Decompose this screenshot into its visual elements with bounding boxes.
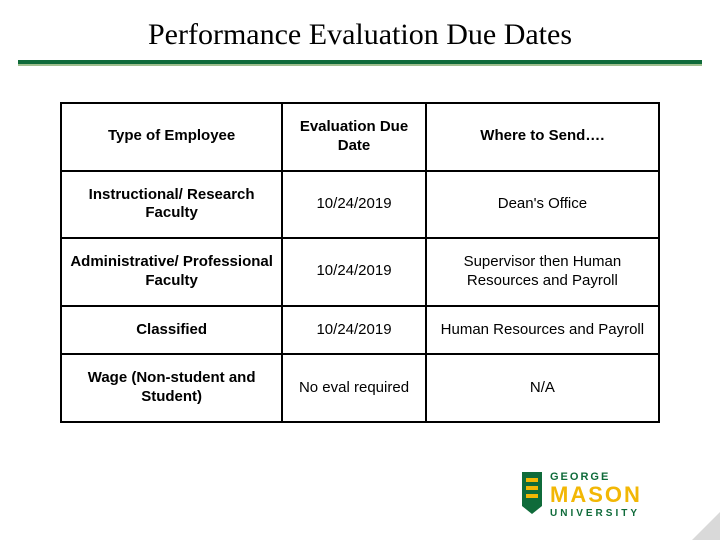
col-header-where: Where to Send….: [426, 103, 659, 171]
cell-where: Supervisor then Human Resources and Payr…: [426, 238, 659, 306]
cell-where: Human Resources and Payroll: [426, 306, 659, 355]
cell-due: 10/24/2019: [282, 171, 426, 239]
cell-due: 10/24/2019: [282, 238, 426, 306]
due-dates-table: Type of Employee Evaluation Due Date Whe…: [60, 102, 660, 423]
corner-fold-icon: [692, 512, 720, 540]
cell-due: 10/24/2019: [282, 306, 426, 355]
cell-where: N/A: [426, 354, 659, 422]
logo-mason: MASON: [550, 482, 642, 507]
table-row: Instructional/ Research Faculty 10/24/20…: [61, 171, 659, 239]
col-header-employee: Type of Employee: [61, 103, 282, 171]
cell-employee: Classified: [61, 306, 282, 355]
table-row: Classified 10/24/2019 Human Resources an…: [61, 306, 659, 355]
table-container: Type of Employee Evaluation Due Date Whe…: [0, 66, 720, 423]
col-header-due-date: Evaluation Due Date: [282, 103, 426, 171]
slide-title: Performance Evaluation Due Dates: [0, 0, 720, 60]
logo-line2: UNIVERSITY: [550, 508, 640, 519]
table-header-row: Type of Employee Evaluation Due Date Whe…: [61, 103, 659, 171]
gmu-logo: GEORGE MASON UNIVERSITY: [516, 464, 686, 520]
cell-employee: Wage (Non-student and Student): [61, 354, 282, 422]
cell-employee: Administrative/ Professional Faculty: [61, 238, 282, 306]
cell-due: No eval required: [282, 354, 426, 422]
table-row: Wage (Non-student and Student) No eval r…: [61, 354, 659, 422]
cell-where: Dean's Office: [426, 171, 659, 239]
cell-employee: Instructional/ Research Faculty: [61, 171, 282, 239]
logo-mark-icon: [522, 472, 542, 514]
table-row: Administrative/ Professional Faculty 10/…: [61, 238, 659, 306]
